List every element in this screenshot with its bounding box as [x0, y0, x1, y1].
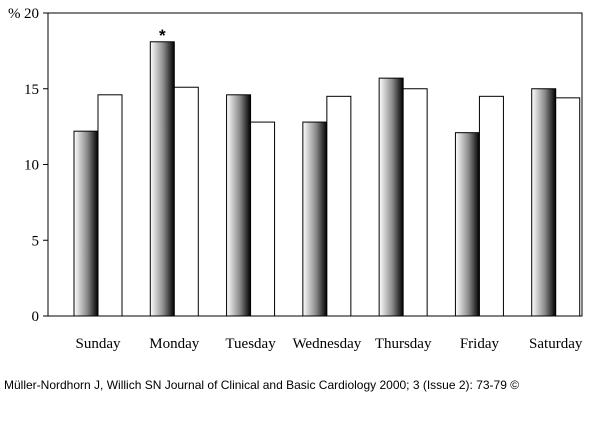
bar-white-sunday — [97, 94, 123, 317]
bar-white-monday — [173, 86, 199, 317]
x-category-label: Saturday — [529, 336, 583, 352]
citation: Müller-Nordhorn J, Willich SN Journal of… — [4, 378, 520, 392]
bar-shaded-thursday — [378, 77, 404, 317]
bar-white-wednesday — [326, 95, 352, 317]
x-category-label: Thursday — [375, 336, 432, 352]
x-category-label: Wednesday — [292, 336, 361, 352]
bar-white-tuesday — [250, 121, 276, 317]
bar-white-thursday — [402, 88, 428, 317]
bars — [73, 41, 581, 317]
bar-white-friday — [478, 95, 504, 317]
x-category-label: Monday — [149, 336, 199, 352]
x-category-label: Tuesday — [225, 336, 276, 352]
annotations: * — [159, 26, 166, 45]
y-tick-label: 5 — [32, 233, 40, 249]
x-axis-labels: Sunday Monday Tuesday Wednesday Thursday Frid… — [76, 336, 583, 352]
bar-shaded-saturday — [531, 88, 557, 317]
y-tick-label: 0 — [32, 309, 40, 325]
bar-shaded-friday — [454, 132, 480, 317]
y-axis: 0 5 10 15 20% — [8, 6, 48, 325]
x-category-label: Sunday — [76, 336, 122, 352]
bar-shaded-sunday — [73, 130, 99, 317]
bar-shaded-monday — [149, 41, 175, 317]
y-tick-label: 10 — [24, 158, 39, 174]
y-tick-label: 15 — [24, 82, 39, 98]
y-tick-label: 20 — [24, 6, 39, 22]
x-category-label: Friday — [460, 336, 500, 352]
bar-white-saturday — [555, 97, 581, 317]
bar-shaded-wednesday — [302, 121, 328, 317]
y-axis-label: % — [8, 6, 21, 22]
bar-shaded-tuesday — [226, 94, 252, 317]
significance-marker: * — [159, 26, 166, 45]
